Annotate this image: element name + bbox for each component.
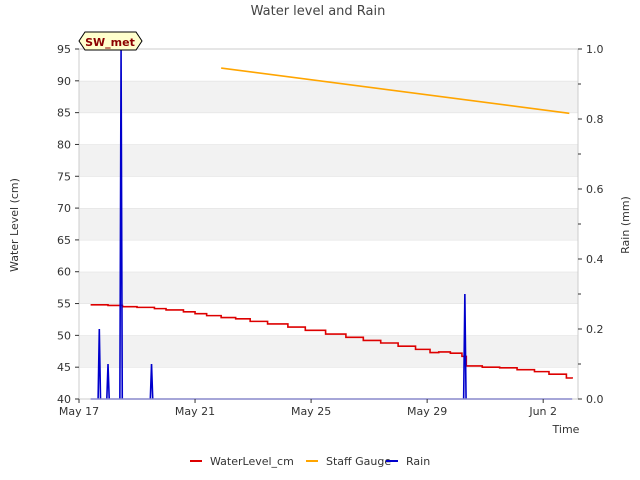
y-left-tick-label: 50: [57, 329, 71, 342]
y-right-tick-label: 1.0: [586, 43, 604, 56]
grid-band: [79, 112, 578, 145]
rain-spike: [97, 328, 102, 400]
y-left-tick-label: 70: [57, 202, 71, 215]
rain-spike: [106, 363, 111, 400]
y-right-tick-label: 0.6: [586, 183, 604, 196]
y-right-tick-label: 0.4: [586, 253, 604, 266]
y-right-tick-label: 0.2: [586, 323, 604, 336]
y-left-tick-label: 60: [57, 266, 71, 279]
grid-band: [79, 80, 578, 113]
x-tick-label: May 21: [175, 405, 215, 418]
y-axis-right-title: Rain (mm): [619, 196, 632, 254]
rain-spike: [149, 363, 154, 400]
x-tick-label: Jun 2: [528, 405, 557, 418]
grid-band: [79, 239, 578, 272]
y-left-tick-label: 75: [57, 170, 71, 183]
rain-spike: [462, 293, 467, 400]
grid-band: [79, 208, 578, 240]
background-bands: [79, 48, 578, 399]
y-left-tick-label: 40: [57, 393, 71, 406]
grid-band: [79, 49, 578, 81]
x-axis-title: Time: [552, 423, 580, 436]
y-left-tick-label: 65: [57, 234, 71, 247]
y-left-tick-label: 95: [57, 43, 71, 56]
grid-band: [79, 335, 578, 368]
y-right-tick-label: 0.0: [586, 393, 604, 406]
axes: 40 45 50 55 60 65 70 75 80 85 90 95 0.0 0.2 0.4 0.6 0.8 1…: [57, 43, 604, 418]
legend-label: WaterLevel_cm: [210, 455, 294, 468]
legend: WaterLevel_cm Staff Gauge Rain: [190, 455, 430, 468]
site-badge: SW_met: [78, 31, 143, 51]
chart-title: Water level and Rain: [251, 4, 386, 19]
site-badge-shape: [78, 31, 143, 51]
y-right-tick-label: 0.8: [586, 113, 604, 126]
grid-band: [79, 271, 578, 304]
x-tick-label: May 29: [407, 405, 447, 418]
y-left-tick-label: 90: [57, 75, 71, 88]
legend-label: Staff Gauge: [326, 455, 391, 468]
x-tick-label: May 17: [59, 405, 99, 418]
y-left-tick-label: 80: [57, 138, 71, 151]
grid-band: [79, 144, 578, 177]
waterlevel-line: [90, 304, 573, 379]
site-label: SW_met: [85, 36, 135, 49]
grid-band: [79, 367, 578, 399]
staff-gauge-line: [221, 67, 570, 115]
x-tick-label: May 25: [291, 405, 331, 418]
y-axis-left-title: Water Level (cm): [8, 178, 21, 272]
grid-band: [79, 176, 578, 209]
legend-label: Rain: [406, 455, 430, 468]
y-left-tick-label: 85: [57, 107, 71, 120]
y-left-tick-label: 45: [57, 361, 71, 374]
y-left-tick-label: 55: [57, 298, 71, 311]
